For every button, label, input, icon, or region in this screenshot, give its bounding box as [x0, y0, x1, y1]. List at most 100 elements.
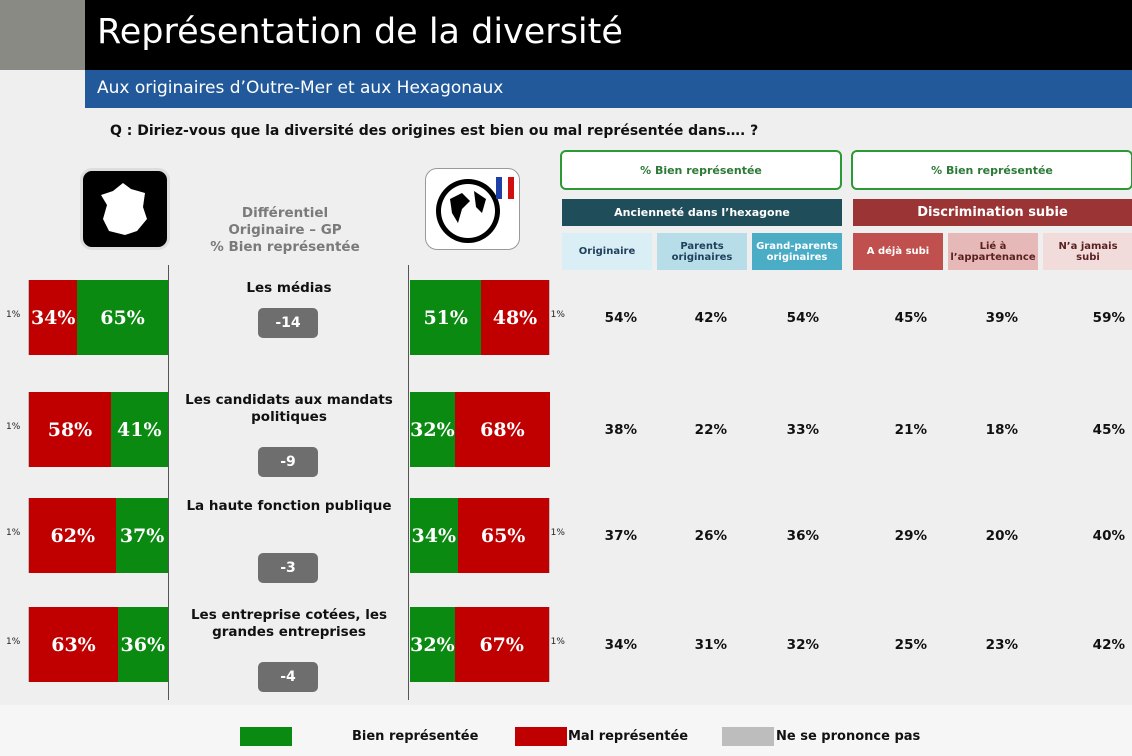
score: 23% [985, 637, 1018, 653]
title: Représentation de la diversité [85, 0, 1132, 70]
value-label: 1% [6, 637, 21, 647]
bar-segment [454, 607, 549, 682]
score: 32% [786, 637, 819, 653]
row-label: Les candidats aux mandats politiques [185, 392, 393, 425]
score: 45% [1092, 422, 1125, 438]
bar-segment [457, 498, 549, 573]
score: 33% [786, 422, 819, 438]
header-line: % Bien représentée [210, 239, 360, 255]
differential: -9 [258, 447, 318, 477]
score: 21% [894, 422, 927, 438]
bar-segment [29, 280, 77, 355]
globe-icon [425, 168, 520, 250]
legend-label: Ne se prononce pas [776, 729, 921, 744]
bar-segment [410, 392, 455, 467]
france-icon [80, 168, 170, 250]
score: 59% [1092, 310, 1125, 326]
bar-segment [29, 498, 117, 573]
bar-segment [29, 607, 118, 682]
group-title: % Bien représentée [851, 150, 1132, 190]
bar-segment [454, 392, 550, 467]
row-label: Les médias [246, 280, 332, 296]
score: 45% [894, 310, 927, 326]
value-label: 32% [410, 633, 455, 656]
score: 39% [985, 310, 1018, 326]
legend-label: Bien représentée [352, 729, 479, 744]
bar-segment [481, 280, 549, 355]
score: 34% [604, 637, 637, 653]
legend-swatch [515, 727, 567, 746]
column-header: Grand-parents originaires [752, 233, 842, 270]
value-label: 51% [423, 306, 468, 329]
bar-segment [28, 498, 30, 573]
differential: -14 [258, 308, 318, 338]
bar-segment [410, 498, 458, 573]
score: 18% [985, 422, 1018, 438]
group-subtitle: Ancienneté dans l’hexagone [562, 199, 842, 226]
bar-segment [548, 498, 550, 573]
score: 26% [694, 528, 727, 544]
bar-segment [28, 392, 30, 467]
value-label: 1% [550, 528, 565, 538]
value-label: 1% [6, 528, 21, 538]
bar-segment [28, 280, 30, 355]
divider [408, 265, 409, 700]
differential: -4 [258, 662, 318, 692]
score: 40% [1092, 528, 1125, 544]
column-header: Lié à l’appartenance [948, 233, 1038, 270]
divider [168, 265, 169, 700]
score: 22% [694, 422, 727, 438]
differential: -3 [258, 553, 318, 583]
row-label: La haute fonction publique [186, 498, 392, 514]
subtitle: Aux originaires d’Outre-Mer et aux Hexag… [85, 70, 1132, 108]
value-label: 1% [550, 310, 565, 320]
score: 37% [604, 528, 637, 544]
bar-segment [110, 392, 168, 467]
value-label: 1% [550, 637, 565, 647]
score: 29% [894, 528, 927, 544]
column-header: Parents originaires [657, 233, 747, 270]
value-label: 67% [479, 633, 524, 656]
value-label: 48% [492, 306, 538, 329]
value-label: 1% [6, 422, 21, 432]
column-header: Originaire [562, 233, 652, 270]
score: 54% [604, 310, 637, 326]
value-label: 1% [6, 310, 21, 320]
group-title: % Bien représentée [560, 150, 842, 190]
value-label: 65% [100, 306, 145, 329]
value-label: 41% [117, 418, 162, 441]
bar-segment [548, 280, 550, 355]
value-label: 68% [480, 418, 525, 441]
value-label: 34% [30, 306, 76, 329]
question: Q : Diriez-vous que la diversité des ori… [110, 123, 759, 139]
score: 38% [604, 422, 637, 438]
score: 42% [694, 310, 727, 326]
header-line: Originaire – GP [228, 222, 342, 238]
bar-segment [548, 607, 550, 682]
bar-segment [410, 607, 455, 682]
value-label: 32% [410, 418, 455, 441]
value-label: 36% [120, 633, 166, 656]
bar-segment [29, 392, 111, 467]
value-label: 63% [51, 633, 96, 656]
bar-segment [117, 607, 168, 682]
value-label: 34% [411, 524, 457, 547]
column-header: A déjà subi [853, 233, 943, 270]
column-header: N’a jamais subi [1043, 233, 1132, 270]
differential-header: Différentiel Originaire – GP% Bien représ… [190, 205, 380, 256]
row-label: Les entreprise cotées, les grandes entre… [190, 607, 388, 640]
value-label: 62% [50, 524, 96, 547]
score: 25% [894, 637, 927, 653]
bar-segment [77, 280, 168, 355]
legend-label: Mal représentée [568, 729, 689, 744]
bar-segment [28, 607, 30, 682]
group-subtitle: Discrimination subie [853, 199, 1132, 226]
header-line: Différentiel [241, 205, 329, 221]
legend-swatch [240, 727, 292, 746]
score: 36% [786, 528, 819, 544]
bar-segment [410, 280, 482, 355]
legend-swatch [722, 727, 774, 746]
value-label: 37% [119, 524, 165, 547]
score: 54% [786, 310, 819, 326]
